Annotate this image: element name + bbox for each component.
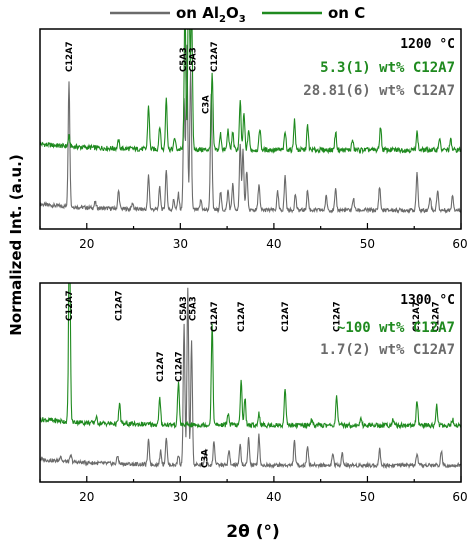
peak-annotation: C3A <box>202 95 212 114</box>
legend: on Al2O3 on C <box>110 4 365 25</box>
x-tick-label: 30 <box>173 490 188 504</box>
y-axis-title: Normalized Int. (a.u.) <box>7 154 25 335</box>
peak-annotation: C3A <box>201 449 211 468</box>
panel-1300c-wt-carbon: ~100 wt% C12A7 <box>337 320 455 336</box>
panel-1200c-frame <box>39 28 462 230</box>
panel-1300c-wt-al2o3: 1.7(2) wt% C12A7 <box>320 342 455 358</box>
panel-1200c-annotations: C12A7 C5A3 C5A3 C3A C12A7 <box>65 41 220 114</box>
series-line-al2o3 <box>40 287 461 470</box>
series-line-carbon <box>40 29 461 155</box>
peak-annotation: C12A7 <box>412 301 422 332</box>
panel-1200c-wt-carbon: 5.3(1) wt% C12A7 <box>320 60 455 76</box>
legend-label-al2o3: on Al2O3 <box>176 4 246 25</box>
peak-annotation: C12A7 <box>156 351 166 382</box>
peak-annotation: C12A7 <box>281 301 291 332</box>
peak-annotation: C12A7 <box>432 301 442 332</box>
peak-annotation: C12A7 <box>210 301 220 332</box>
peak-annotation: C5A3 <box>179 296 189 321</box>
peak-annotation: C12A7 <box>333 301 343 332</box>
legend-label-carbon: on C <box>328 4 365 22</box>
x-tick-label: 20 <box>79 490 94 504</box>
x-tick-label: 50 <box>360 237 375 251</box>
panel-1200c: C12A7 C5A3 C5A3 C3A C12A7 20 30 40 50 60 1200 °C… <box>39 28 468 251</box>
series-line-al2o3 <box>40 44 461 214</box>
panel-1200c-series <box>40 29 461 214</box>
panel-1300c: C12A7 C12A7 C12A7 C12A7 C5A3 C5A3 C3A C12A7 C12A… <box>39 282 468 504</box>
panel-1300c-series <box>40 283 461 470</box>
panel-1300c-annotations: C12A7 C12A7 C12A7 C12A7 C5A3 C5A3 C3A C12A7 C12A… <box>65 290 442 468</box>
peak-annotation: C12A7 <box>174 351 184 382</box>
panel-1300c-frame <box>39 282 462 483</box>
panel-1200c-wt-al2o3: 28.81(6) wt% C12A7 <box>303 83 455 99</box>
panel-1200c-x-ticks: 20 30 40 50 60 <box>39 223 468 251</box>
panel-1300c-x-ticks: 20 30 40 50 60 <box>39 476 468 504</box>
panel-1300c-temperature: 1300 °C <box>400 293 455 308</box>
x-tick-label: 60 <box>452 490 467 504</box>
x-tick-label: 40 <box>266 490 281 504</box>
x-tick-label: 40 <box>266 237 281 251</box>
peak-annotation: C12A7 <box>115 290 125 321</box>
x-tick-label: 60 <box>452 237 467 251</box>
peak-annotation: C5A3 <box>188 296 198 321</box>
series-line-carbon <box>40 283 461 430</box>
peak-annotation: C12A7 <box>65 290 75 321</box>
peak-annotation: C12A7 <box>237 301 247 332</box>
peak-annotation: C5A3 <box>179 47 189 72</box>
peak-annotation: C12A7 <box>65 41 75 72</box>
x-tick-label: 20 <box>79 237 94 251</box>
x-tick-label: 30 <box>173 237 188 251</box>
x-tick-label: 50 <box>360 490 375 504</box>
peak-annotation: C5A3 <box>188 47 198 72</box>
x-axis-title: 2θ (°) <box>226 522 279 542</box>
peak-annotation: C12A7 <box>210 41 220 72</box>
panel-1200c-temperature: 1200 °C <box>400 37 455 52</box>
